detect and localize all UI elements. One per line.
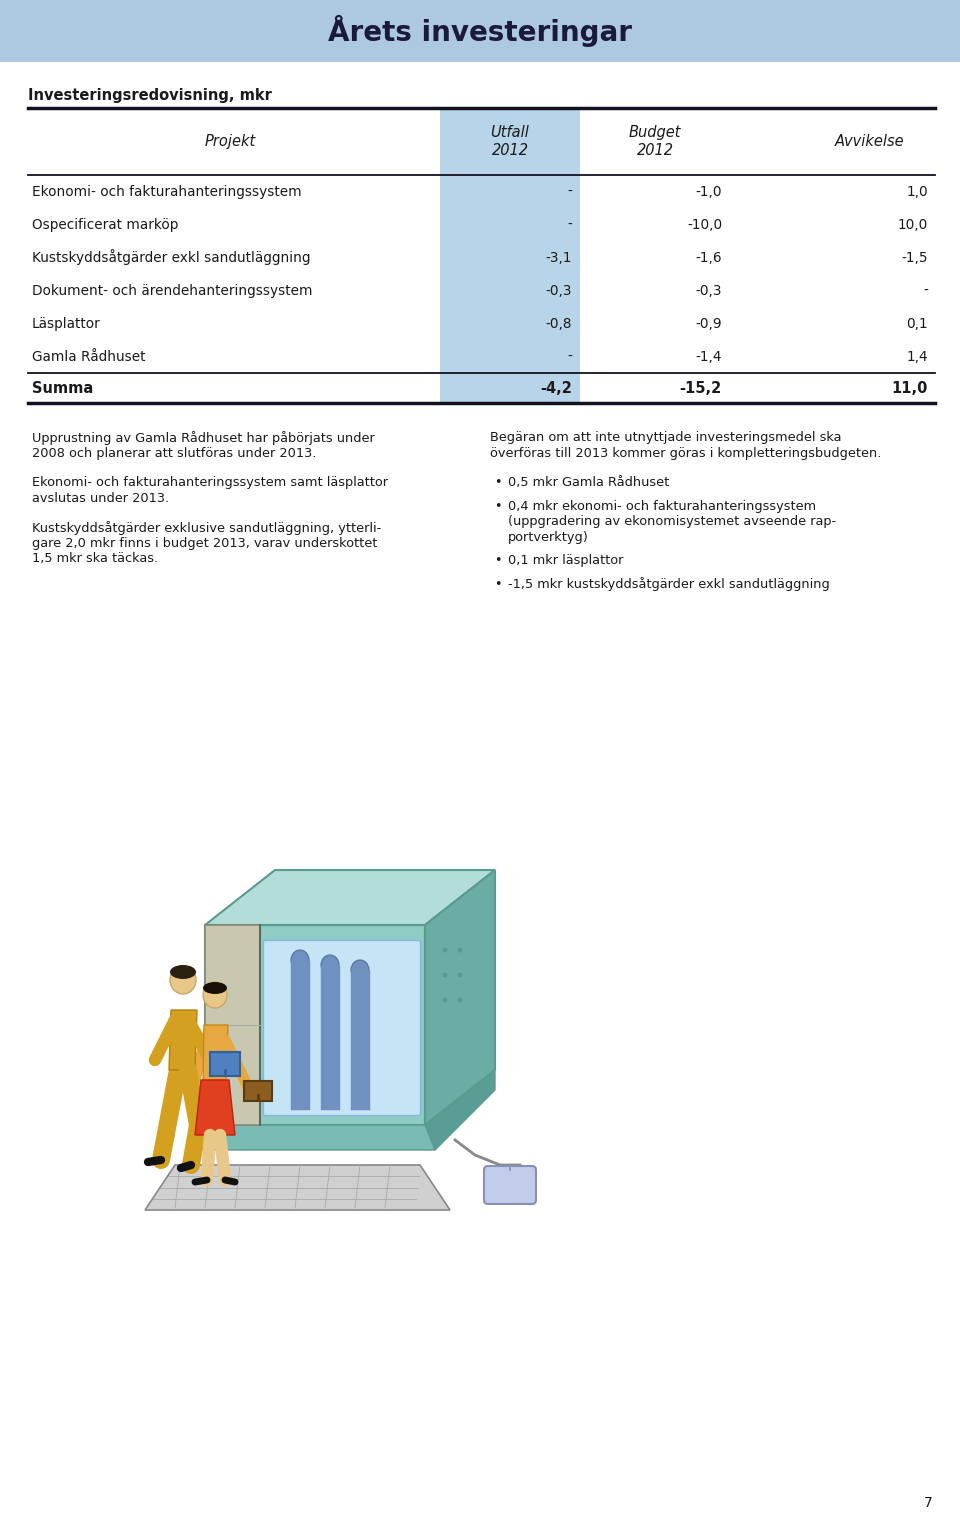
Polygon shape: [203, 1025, 228, 1080]
Text: 0,5 mkr Gamla Rådhuset: 0,5 mkr Gamla Rådhuset: [508, 477, 669, 489]
Text: -0,3: -0,3: [545, 283, 572, 297]
Polygon shape: [425, 870, 495, 1125]
Polygon shape: [205, 924, 425, 1125]
Ellipse shape: [458, 998, 463, 1002]
Polygon shape: [205, 870, 495, 924]
Text: -: -: [567, 218, 572, 231]
Polygon shape: [425, 1071, 495, 1150]
Polygon shape: [145, 1165, 450, 1209]
Text: •: •: [494, 500, 501, 513]
Text: portverktyg): portverktyg): [508, 530, 588, 544]
Text: -1,6: -1,6: [695, 250, 722, 265]
Polygon shape: [195, 1125, 435, 1150]
Text: Kustskyddsåtgärder exkl sandutläggning: Kustskyddsåtgärder exkl sandutläggning: [32, 250, 310, 265]
Text: -: -: [924, 283, 928, 297]
Text: Ekonomi- och fakturahanteringssystem: Ekonomi- och fakturahanteringssystem: [32, 184, 301, 198]
Text: Utfall
2012: Utfall 2012: [491, 125, 529, 158]
Text: -: -: [567, 184, 572, 198]
Ellipse shape: [203, 982, 227, 1008]
Text: -1,5: -1,5: [901, 250, 928, 265]
Polygon shape: [195, 1080, 235, 1135]
Text: 0,1 mkr läsplattor: 0,1 mkr läsplattor: [508, 554, 623, 567]
Text: överföras till 2013 kommer göras i kompletteringsbudgeten.: överföras till 2013 kommer göras i kompl…: [490, 446, 881, 460]
Ellipse shape: [321, 955, 339, 975]
Polygon shape: [205, 924, 260, 1125]
Ellipse shape: [203, 982, 227, 995]
Ellipse shape: [170, 966, 196, 979]
Text: -15,2: -15,2: [680, 381, 722, 396]
Text: (uppgradering av ekonomisystemet avseende rap-: (uppgradering av ekonomisystemet avseend…: [508, 515, 836, 528]
Text: Investeringsredovisning, mkr: Investeringsredovisning, mkr: [28, 87, 272, 102]
Text: •: •: [494, 477, 501, 489]
Ellipse shape: [443, 998, 447, 1002]
Text: avslutas under 2013.: avslutas under 2013.: [32, 492, 169, 504]
Text: Gamla Rådhuset: Gamla Rådhuset: [32, 349, 146, 364]
Text: -4,2: -4,2: [540, 381, 572, 396]
Ellipse shape: [458, 947, 463, 952]
Polygon shape: [169, 1010, 197, 1071]
FancyBboxPatch shape: [210, 1052, 240, 1077]
Text: -1,5 mkr kustskyddsåtgärder exkl sandutläggning: -1,5 mkr kustskyddsåtgärder exkl sandutl…: [508, 577, 829, 591]
Text: Summa: Summa: [32, 381, 93, 396]
Text: 0,4 mkr ekonomi- och fakturahanteringssystem: 0,4 mkr ekonomi- och fakturahanteringssy…: [508, 500, 816, 513]
Bar: [440, 108, 580, 175]
Text: -0,8: -0,8: [545, 317, 572, 330]
Text: Ekonomi- och fakturahanteringssystem samt läsplattor: Ekonomi- och fakturahanteringssystem sam…: [32, 477, 388, 489]
Text: Årets investeringar: Årets investeringar: [328, 15, 632, 47]
Text: -: -: [567, 349, 572, 364]
Text: -3,1: -3,1: [545, 250, 572, 265]
Text: •: •: [494, 577, 501, 591]
Text: 1,5 mkr ska täckas.: 1,5 mkr ska täckas.: [32, 551, 158, 565]
Text: -1,4: -1,4: [695, 349, 722, 364]
FancyBboxPatch shape: [484, 1167, 536, 1205]
Text: 10,0: 10,0: [898, 218, 928, 231]
Text: 1,4: 1,4: [906, 349, 928, 364]
FancyBboxPatch shape: [244, 1081, 272, 1101]
Polygon shape: [263, 940, 420, 1115]
Text: gare 2,0 mkr finns i budget 2013, varav underskottet: gare 2,0 mkr finns i budget 2013, varav …: [32, 536, 377, 550]
Text: Budget
2012: Budget 2012: [629, 125, 682, 158]
Text: -0,3: -0,3: [695, 283, 722, 297]
Ellipse shape: [291, 950, 309, 970]
Text: 7: 7: [924, 1496, 932, 1509]
Text: 0,1: 0,1: [906, 317, 928, 330]
Ellipse shape: [458, 973, 463, 978]
Text: Begäran om att inte utnyttjade investeringsmedel ska: Begäran om att inte utnyttjade investeri…: [490, 431, 842, 445]
Text: -10,0: -10,0: [686, 218, 722, 231]
Text: Läsplattor: Läsplattor: [32, 317, 101, 330]
Text: 11,0: 11,0: [892, 381, 928, 396]
Bar: [440, 175, 580, 404]
Ellipse shape: [443, 973, 447, 978]
Text: Ospecificerat marköp: Ospecificerat marköp: [32, 218, 179, 231]
Text: -0,9: -0,9: [695, 317, 722, 330]
Ellipse shape: [351, 959, 369, 979]
Text: 2008 och planerar att slutföras under 2013.: 2008 och planerar att slutföras under 20…: [32, 446, 317, 460]
Text: 1,0: 1,0: [906, 184, 928, 198]
Text: -1,0: -1,0: [695, 184, 722, 198]
Ellipse shape: [443, 947, 447, 952]
Text: •: •: [494, 554, 501, 567]
Text: Kustskyddsåtgärder exklusive sandutläggning, ytterli-: Kustskyddsåtgärder exklusive sandutläggn…: [32, 521, 381, 535]
Bar: [0, 0, 960, 62]
Text: Avvikelse: Avvikelse: [835, 134, 905, 149]
Text: Dokument- och ärendehanteringssystem: Dokument- och ärendehanteringssystem: [32, 283, 313, 297]
Text: Upprustning av Gamla Rådhuset har påbörjats under: Upprustning av Gamla Rådhuset har påbörj…: [32, 431, 374, 445]
Text: Projekt: Projekt: [204, 134, 255, 149]
Ellipse shape: [170, 966, 196, 995]
